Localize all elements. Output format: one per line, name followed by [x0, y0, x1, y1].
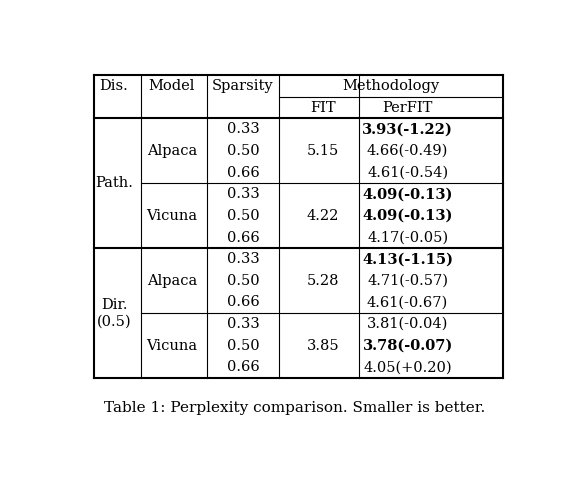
Text: 4.66(-0.49): 4.66(-0.49)	[367, 144, 448, 158]
Text: Path.: Path.	[95, 176, 133, 191]
Text: 5.15: 5.15	[307, 144, 339, 158]
Text: 4.09(-0.13): 4.09(-0.13)	[362, 187, 453, 201]
Text: 4.05(+0.20): 4.05(+0.20)	[363, 361, 452, 374]
Text: 4.61(-0.54): 4.61(-0.54)	[367, 166, 448, 180]
Text: 4.17(-0.05): 4.17(-0.05)	[367, 230, 448, 244]
Text: 0.33: 0.33	[227, 317, 259, 331]
Text: 4.22: 4.22	[307, 209, 339, 223]
Text: 0.33: 0.33	[227, 187, 259, 201]
Text: FIT: FIT	[311, 101, 336, 115]
Text: Sparsity: Sparsity	[212, 79, 274, 93]
Text: 3.85: 3.85	[307, 339, 339, 353]
Text: 4.09(-0.13): 4.09(-0.13)	[362, 209, 453, 223]
Text: 3.93(-1.22): 3.93(-1.22)	[362, 122, 453, 136]
Text: 0.50: 0.50	[227, 144, 259, 158]
Text: 4.13(-1.15): 4.13(-1.15)	[362, 252, 453, 266]
Text: Alpaca: Alpaca	[147, 144, 197, 158]
Text: 0.33: 0.33	[227, 122, 259, 136]
Text: Model: Model	[149, 79, 195, 93]
Text: 4.71(-0.57): 4.71(-0.57)	[367, 274, 448, 288]
Text: 3.81(-0.04): 3.81(-0.04)	[367, 317, 448, 331]
Text: 0.66: 0.66	[227, 166, 259, 180]
Text: 0.66: 0.66	[227, 230, 259, 244]
Text: Dis.: Dis.	[100, 79, 129, 93]
Text: 0.50: 0.50	[227, 339, 259, 353]
Text: 0.66: 0.66	[227, 361, 259, 374]
Text: Dir.
(0.5): Dir. (0.5)	[96, 298, 131, 329]
Text: Vicuna: Vicuna	[146, 339, 197, 353]
Text: 4.61(-0.67): 4.61(-0.67)	[367, 295, 448, 310]
Text: 0.33: 0.33	[227, 252, 259, 266]
Text: 3.78(-0.07): 3.78(-0.07)	[363, 339, 453, 353]
Text: 0.50: 0.50	[227, 274, 259, 288]
Text: 0.50: 0.50	[227, 209, 259, 223]
Text: PerFIT: PerFIT	[382, 101, 433, 115]
Text: Table 1: Perplexity comparison. Smaller is better.: Table 1: Perplexity comparison. Smaller …	[103, 401, 485, 415]
Text: Vicuna: Vicuna	[146, 209, 197, 223]
Text: 0.66: 0.66	[227, 295, 259, 310]
Text: 5.28: 5.28	[307, 274, 339, 288]
Text: Alpaca: Alpaca	[147, 274, 197, 288]
Text: Methodology: Methodology	[342, 79, 440, 93]
